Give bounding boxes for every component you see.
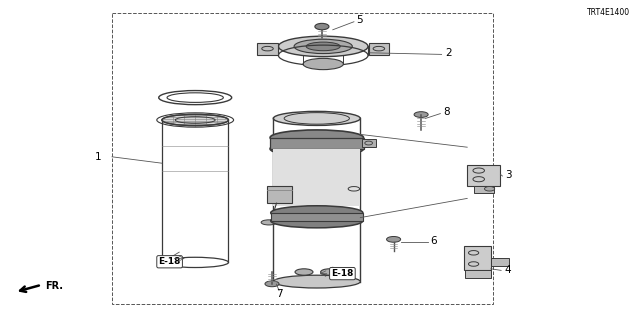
- Bar: [464, 246, 491, 270]
- Bar: [369, 43, 389, 55]
- Text: 2: 2: [445, 48, 451, 58]
- Ellipse shape: [270, 130, 364, 145]
- Bar: [112, 13, 493, 304]
- Ellipse shape: [306, 42, 340, 51]
- Ellipse shape: [387, 236, 401, 242]
- Bar: [270, 138, 364, 149]
- Ellipse shape: [315, 23, 329, 30]
- Bar: [267, 186, 292, 203]
- Bar: [474, 186, 494, 193]
- Ellipse shape: [261, 220, 276, 225]
- Bar: [273, 149, 360, 206]
- Bar: [491, 258, 509, 266]
- Ellipse shape: [273, 275, 360, 288]
- Text: 1: 1: [95, 152, 101, 162]
- Text: E-18: E-18: [332, 269, 353, 278]
- Text: 7: 7: [276, 289, 283, 299]
- Bar: [465, 270, 491, 278]
- Ellipse shape: [265, 281, 279, 287]
- Text: TRT4E1400: TRT4E1400: [588, 8, 630, 17]
- Ellipse shape: [484, 187, 495, 191]
- Ellipse shape: [270, 141, 364, 156]
- Text: 8: 8: [444, 107, 450, 117]
- Bar: [467, 165, 500, 186]
- Text: E-18: E-18: [159, 257, 180, 266]
- Ellipse shape: [303, 58, 344, 70]
- Bar: [257, 43, 278, 55]
- Bar: [362, 139, 376, 147]
- Ellipse shape: [273, 111, 360, 125]
- Ellipse shape: [294, 39, 352, 53]
- Text: 5: 5: [356, 15, 363, 25]
- Ellipse shape: [271, 214, 363, 228]
- Ellipse shape: [278, 36, 368, 57]
- Bar: [271, 213, 363, 221]
- Ellipse shape: [295, 269, 313, 275]
- Ellipse shape: [162, 114, 228, 126]
- Text: 3: 3: [506, 170, 512, 180]
- Ellipse shape: [271, 206, 363, 220]
- Text: 6: 6: [430, 236, 436, 246]
- Text: 4: 4: [504, 265, 511, 276]
- Text: FR.: FR.: [45, 281, 63, 292]
- Ellipse shape: [414, 112, 428, 117]
- Ellipse shape: [321, 269, 339, 275]
